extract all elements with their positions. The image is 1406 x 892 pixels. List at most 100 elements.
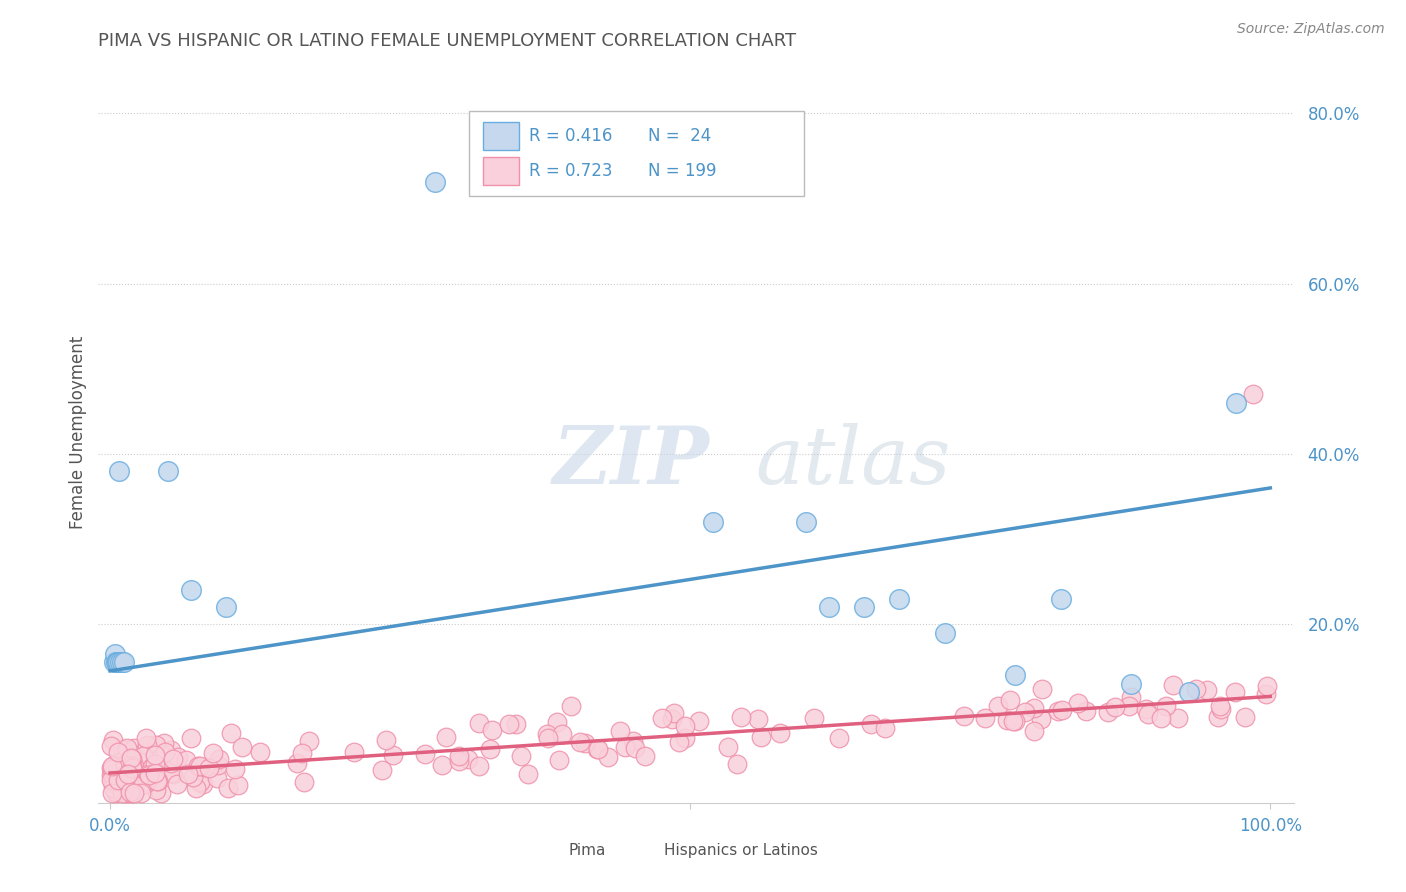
Point [1223, 685, 1246, 699]
Point [110, 656, 132, 670]
Point [298, 733, 321, 747]
Point [749, 730, 772, 744]
Point [136, 767, 159, 781]
Point [160, 766, 183, 780]
Point [141, 759, 163, 773]
Point [1104, 700, 1126, 714]
Point [142, 755, 165, 769]
Point [292, 775, 315, 789]
Point [1233, 710, 1256, 724]
Point [150, 787, 173, 801]
Point [153, 745, 176, 759]
Point [217, 781, 239, 796]
Point [215, 600, 238, 615]
Point [194, 759, 217, 773]
Text: ZIP: ZIP [553, 424, 710, 501]
Text: Pima: Pima [568, 844, 606, 858]
Point [1135, 702, 1157, 716]
Point [186, 780, 208, 795]
Point [104, 656, 127, 670]
Point [1150, 711, 1173, 725]
Point [1121, 690, 1143, 705]
Point [702, 515, 724, 529]
Point [1154, 699, 1177, 714]
Point [634, 748, 657, 763]
Point [105, 770, 128, 784]
Point [115, 787, 138, 801]
Point [231, 739, 253, 754]
Point [596, 749, 619, 764]
Point [1014, 705, 1036, 719]
Point [176, 753, 198, 767]
Point [143, 747, 166, 762]
Point [221, 725, 243, 739]
Point [803, 711, 825, 725]
Point [614, 740, 637, 755]
Point [1161, 678, 1184, 692]
Point [730, 710, 752, 724]
Point [135, 731, 157, 745]
Point [103, 770, 125, 784]
Point [105, 785, 128, 799]
Point [1004, 668, 1026, 682]
Point [118, 764, 141, 778]
Point [115, 740, 138, 755]
Point [457, 752, 479, 766]
Point [104, 647, 127, 661]
Text: Source: ZipAtlas.com: Source: ZipAtlas.com [1237, 22, 1385, 37]
Point [188, 775, 211, 789]
Point [769, 726, 792, 740]
Text: atlas: atlas [756, 424, 950, 501]
Point [725, 756, 748, 771]
Point [121, 760, 143, 774]
Point [112, 656, 135, 670]
Point [794, 515, 817, 529]
Point [382, 747, 405, 762]
Point [432, 757, 454, 772]
FancyBboxPatch shape [484, 157, 519, 186]
Point [101, 733, 124, 747]
Point [201, 746, 224, 760]
Point [121, 761, 143, 775]
Point [162, 766, 184, 780]
Point [478, 742, 501, 756]
Point [145, 783, 167, 797]
Point [112, 770, 135, 784]
Point [1074, 704, 1097, 718]
Point [717, 739, 740, 754]
Point [560, 698, 582, 713]
Point [103, 656, 125, 670]
Point [873, 722, 896, 736]
Point [1256, 687, 1278, 701]
Point [166, 749, 188, 764]
Point [120, 750, 142, 764]
Point [1256, 679, 1278, 693]
Point [107, 656, 129, 670]
Text: Hispanics or Latinos: Hispanics or Latinos [664, 844, 817, 858]
Point [586, 741, 609, 756]
Point [114, 758, 136, 772]
Text: N =  24: N = 24 [648, 127, 711, 145]
Point [100, 773, 122, 788]
Point [100, 762, 122, 776]
Point [1002, 714, 1025, 728]
Point [101, 787, 124, 801]
Point [285, 756, 308, 771]
Point [120, 778, 142, 792]
Point [828, 731, 851, 745]
Point [118, 785, 141, 799]
Point [668, 735, 690, 749]
Point [1022, 700, 1045, 714]
Point [111, 656, 134, 670]
Point [135, 738, 157, 752]
Point [1195, 682, 1218, 697]
Point [1097, 706, 1119, 720]
Point [159, 743, 181, 757]
Point [1184, 681, 1206, 696]
Point [467, 759, 489, 773]
Point [371, 763, 394, 777]
Point [107, 772, 129, 787]
Point [162, 752, 184, 766]
Point [1050, 591, 1073, 606]
Point [1031, 682, 1053, 697]
